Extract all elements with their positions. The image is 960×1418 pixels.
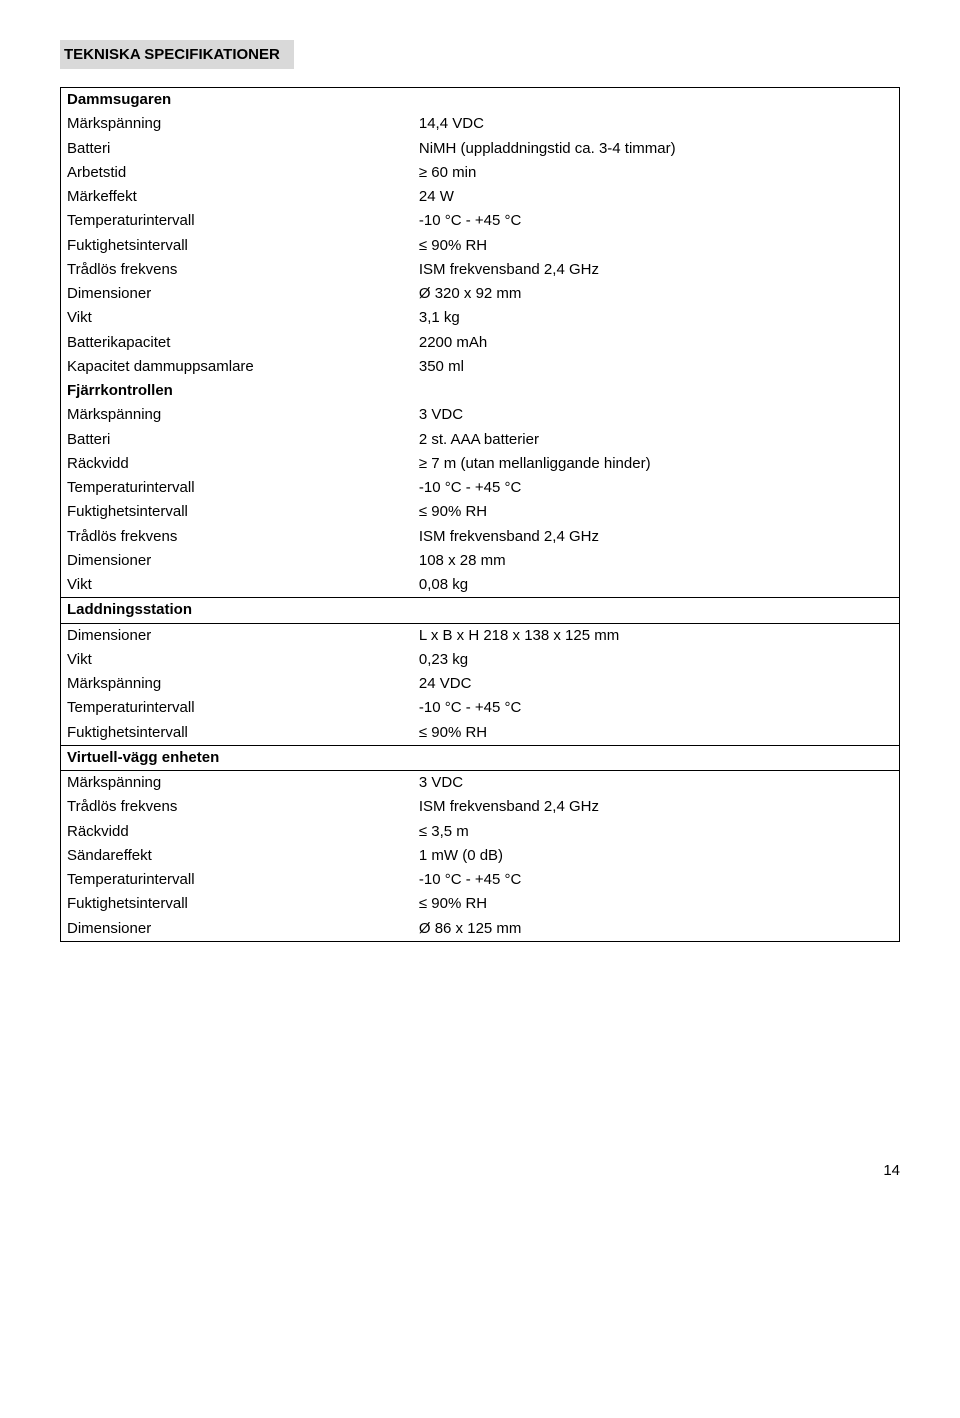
- spec-value: ≤ 90% RH: [413, 892, 900, 916]
- spec-label: Batteri: [61, 428, 413, 452]
- spec-value: 108 x 28 mm: [413, 549, 900, 573]
- spec-table: Dammsugaren Märkspänning14,4 VDC Batteri…: [60, 87, 900, 942]
- spec-value: 2 st. AAA batterier: [413, 428, 900, 452]
- spec-label: Batterikapacitet: [61, 331, 413, 355]
- spec-label: Fuktighetsintervall: [61, 721, 413, 746]
- spec-label: Märkspänning: [61, 672, 413, 696]
- spec-label: Temperaturintervall: [61, 868, 413, 892]
- spec-label: Märkspänning: [61, 112, 413, 136]
- spec-value: 3,1 kg: [413, 306, 900, 330]
- section-heading: Fjärrkontrollen: [61, 379, 900, 403]
- spec-value: ≤ 90% RH: [413, 721, 900, 746]
- spec-label: Kapacitet dammuppsamlare: [61, 355, 413, 379]
- spec-value: Ø 320 x 92 mm: [413, 282, 900, 306]
- spec-value: -10 °C - +45 °C: [413, 868, 900, 892]
- spec-value: 24 VDC: [413, 672, 900, 696]
- spec-value: ≤ 90% RH: [413, 234, 900, 258]
- spec-value: -10 °C - +45 °C: [413, 476, 900, 500]
- spec-label: Temperaturintervall: [61, 209, 413, 233]
- page-number: 14: [60, 1162, 900, 1179]
- spec-label: Temperaturintervall: [61, 476, 413, 500]
- spec-value: 14,4 VDC: [413, 112, 900, 136]
- spec-value: 0,08 kg: [413, 573, 900, 598]
- spec-label: Dimensioner: [61, 549, 413, 573]
- spec-value: ISM frekvensband 2,4 GHz: [413, 795, 900, 819]
- spec-value: ≤ 90% RH: [413, 500, 900, 524]
- spec-value: 2200 mAh: [413, 331, 900, 355]
- spec-label: Fuktighetsintervall: [61, 234, 413, 258]
- spec-label: Arbetstid: [61, 161, 413, 185]
- spec-value: ≥ 7 m (utan mellanliggande hinder): [413, 452, 900, 476]
- spec-label: Räckvidd: [61, 452, 413, 476]
- spec-value: 1 mW (0 dB): [413, 844, 900, 868]
- spec-label: Vikt: [61, 648, 413, 672]
- spec-label: Trådlös frekvens: [61, 258, 413, 282]
- spec-label: Dimensioner: [61, 282, 413, 306]
- spec-value: -10 °C - +45 °C: [413, 209, 900, 233]
- section-heading: Laddningsstation: [61, 598, 900, 623]
- spec-value: ISM frekvensband 2,4 GHz: [413, 258, 900, 282]
- spec-label: Vikt: [61, 306, 413, 330]
- spec-value: NiMH (uppladdningstid ca. 3-4 timmar): [413, 137, 900, 161]
- spec-label: Vikt: [61, 573, 413, 598]
- spec-value: 0,23 kg: [413, 648, 900, 672]
- section-heading: Dammsugaren: [61, 88, 900, 113]
- page-title: TEKNISKA SPECIFIKATIONER: [60, 40, 294, 69]
- spec-label: Märkspänning: [61, 403, 413, 427]
- spec-label: Fuktighetsintervall: [61, 500, 413, 524]
- spec-label: Märkeffekt: [61, 185, 413, 209]
- spec-label: Märkspänning: [61, 771, 413, 796]
- spec-value: -10 °C - +45 °C: [413, 696, 900, 720]
- spec-value: ≥ 60 min: [413, 161, 900, 185]
- spec-label: Räckvidd: [61, 820, 413, 844]
- spec-value: 3 VDC: [413, 771, 900, 796]
- spec-value: 350 ml: [413, 355, 900, 379]
- section-heading: Virtuell-vägg enheten: [61, 745, 900, 770]
- spec-value: ISM frekvensband 2,4 GHz: [413, 525, 900, 549]
- spec-value: 3 VDC: [413, 403, 900, 427]
- spec-label: Dimensioner: [61, 917, 413, 942]
- spec-value: Ø 86 x 125 mm: [413, 917, 900, 942]
- spec-label: Temperaturintervall: [61, 696, 413, 720]
- spec-value: L x B x H 218 x 138 x 125 mm: [413, 623, 900, 648]
- spec-label: Batteri: [61, 137, 413, 161]
- spec-label: Dimensioner: [61, 623, 413, 648]
- spec-label: Trådlös frekvens: [61, 525, 413, 549]
- spec-label: Fuktighetsintervall: [61, 892, 413, 916]
- spec-value: ≤ 3,5 m: [413, 820, 900, 844]
- spec-label: Trådlös frekvens: [61, 795, 413, 819]
- spec-value: 24 W: [413, 185, 900, 209]
- spec-label: Sändareffekt: [61, 844, 413, 868]
